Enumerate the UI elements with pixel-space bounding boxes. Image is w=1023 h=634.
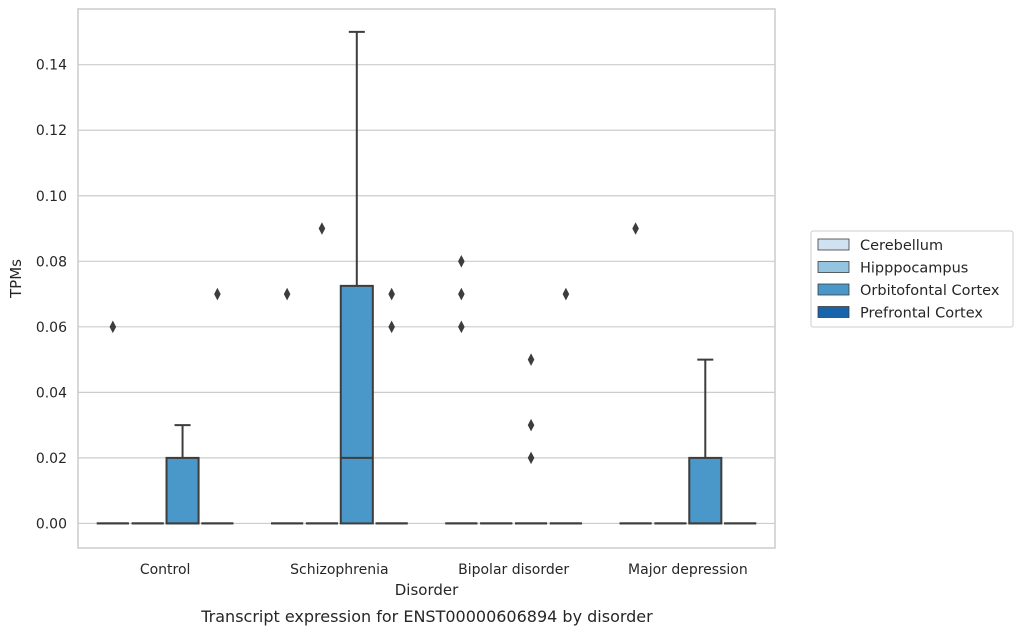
x-tick-label: Control — [140, 562, 191, 578]
box-0-2 — [165, 424, 200, 525]
x-tick-label: Major depression — [628, 562, 748, 578]
outlier-point — [388, 287, 395, 301]
outlier-point — [109, 320, 117, 334]
legend-swatch — [817, 261, 850, 273]
legend-frame — [810, 230, 1014, 328]
outlier-point — [458, 320, 465, 334]
legend-label: Orbitofontal Cortex — [860, 283, 1000, 299]
legend-label: Prefrontal Cortex — [860, 306, 983, 322]
y-tick-label: 0.08 — [36, 254, 67, 270]
legend-label: Hipppocampus — [860, 261, 968, 277]
box-1-3 — [375, 287, 408, 525]
boxes — [96, 30, 757, 525]
y-tick-label: 0.04 — [36, 385, 67, 401]
box-1-1 — [305, 222, 338, 525]
y-tick-label: 0.02 — [36, 451, 67, 467]
legend-swatch — [817, 238, 850, 251]
y-tick-label: 0.10 — [36, 189, 67, 205]
plot-frame — [77, 8, 776, 549]
y-tick-label: 0.00 — [36, 516, 67, 532]
outlier-point — [318, 222, 326, 235]
x-tick-labels: Control Schizophrenia Bipolar disorder Majo… — [140, 562, 748, 578]
box-body — [339, 284, 374, 525]
outlier-point — [527, 451, 535, 465]
y-tick-label: 0.14 — [36, 58, 67, 74]
x-tick-label: Schizophrenia — [290, 562, 388, 578]
outlier-point — [632, 222, 639, 235]
box-0-0 — [96, 320, 129, 525]
y-tick-label: 0.12 — [36, 123, 67, 139]
box-body — [688, 456, 723, 525]
legend-swatch — [817, 283, 850, 296]
y-tick-labels: 0.00 0.02 0.04 0.06 0.08 0.10 0.12 0.14 — [36, 58, 67, 533]
box-body — [165, 456, 200, 525]
outlier-point — [283, 287, 291, 301]
outlier-point — [214, 287, 221, 301]
legend-label: Cerebellum — [860, 238, 943, 254]
box-2-3 — [549, 287, 582, 525]
box-2-0 — [445, 255, 478, 525]
outlier-point — [458, 255, 465, 268]
outlier-point — [458, 287, 465, 301]
box-3-0 — [619, 222, 652, 525]
outlier-point — [388, 320, 395, 334]
outlier-point — [527, 418, 535, 432]
box-0-3 — [201, 287, 234, 525]
y-tick-label: 0.06 — [36, 320, 67, 336]
box-1-0 — [271, 287, 304, 525]
x-tick-label: Bipolar disorder — [458, 562, 569, 578]
chart-caption: Transcript expression for ENST0000060689… — [200, 607, 653, 626]
box-1-2 — [339, 30, 374, 525]
box-3-2 — [688, 358, 723, 525]
legend: Cerebellum Hipppocampus Orbitofontal Corte… — [810, 230, 1014, 328]
outlier-point — [562, 287, 570, 301]
legend-swatch — [817, 306, 850, 318]
x-axis-title: Disorder — [395, 581, 459, 599]
outlier-point — [527, 353, 535, 366]
y-axis-title: TPMs — [7, 259, 25, 299]
box-2-2 — [515, 353, 548, 525]
